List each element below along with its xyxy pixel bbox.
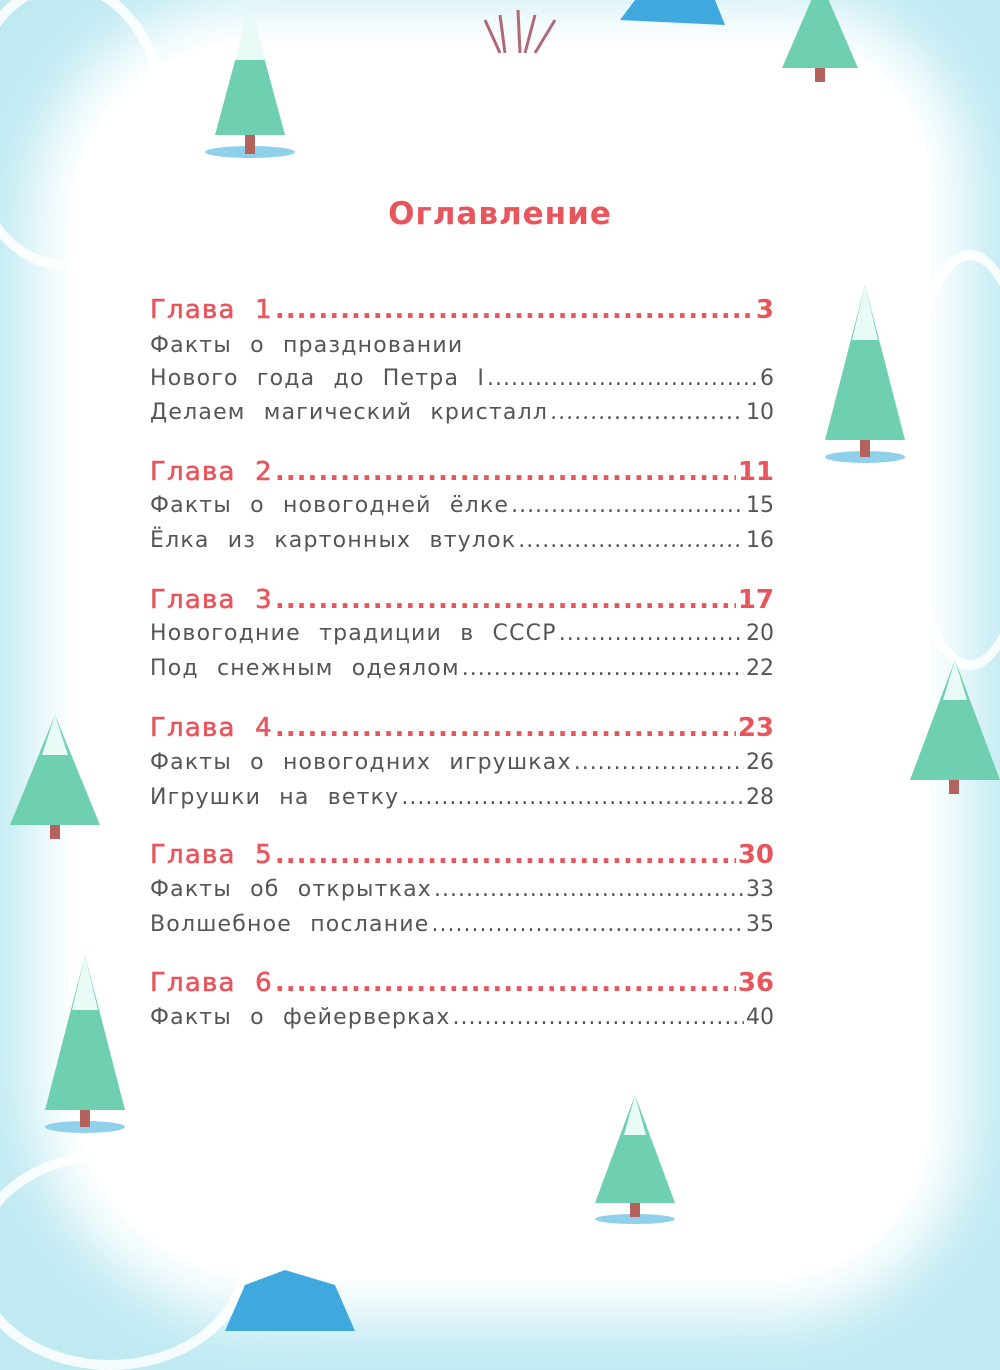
dot-leader (574, 750, 744, 775)
toc-entry[interactable]: Факты об открытках 33 (150, 877, 774, 902)
page-number: 28 (746, 785, 774, 810)
toc-entry[interactable]: Новогодние традиции в СССР 20 (150, 621, 774, 646)
toc-entry[interactable]: Делаем магический кристалл 10 (150, 400, 774, 425)
page-number: 23 (737, 713, 774, 743)
page-number: 30 (737, 840, 774, 870)
fir-tree-icon (910, 660, 1000, 794)
dot-leader (275, 840, 736, 870)
dot-leader (432, 912, 744, 937)
dot-leader (518, 528, 744, 553)
toc-entry[interactable]: Факты о новогодней ёлке 15 (150, 493, 774, 518)
chapter-heading[interactable]: Глава 6 36 (150, 968, 774, 999)
page-number: 40 (746, 1005, 774, 1030)
toc-entry-label: Факты о праздновании (150, 333, 464, 358)
dot-leader (275, 585, 736, 615)
toc-entry-label: Игрушки на ветку (150, 785, 400, 810)
page-number: 11 (737, 457, 774, 487)
toc-entry-label: Факты о новогодней ёлке (150, 493, 510, 518)
dot-leader (275, 968, 736, 998)
fir-tree-icon (782, 0, 858, 82)
dot-leader (275, 713, 736, 743)
page-number: 3 (755, 295, 774, 325)
chapter-heading[interactable]: Глава 5 30 (150, 840, 774, 871)
toc-entry-label: Нового года до Петра I (150, 366, 486, 391)
toc-entry-label: Делаем магический кристалл (150, 400, 549, 425)
toc-entry-label: Новогодние традиции в СССР (150, 621, 557, 646)
dot-leader (434, 877, 744, 902)
page-number: 36 (737, 968, 774, 998)
chapter-heading-label: Глава 3 (150, 585, 273, 616)
toc-entry[interactable]: Факты о новогодних игрушках 26 (150, 750, 774, 775)
dot-leader (453, 1005, 744, 1030)
snow-path-decoration (0, 0, 170, 270)
page-title: Оглавление (388, 196, 612, 232)
dot-leader (462, 656, 744, 681)
chapter-heading[interactable]: Глава 4 23 (150, 713, 774, 744)
chapter-heading-label: Глава 5 (150, 840, 273, 871)
toc-entry-label: Ёлка из картонных втулок (150, 528, 517, 553)
page-number: 22 (746, 656, 774, 681)
toc-entry[interactable]: Игрушки на ветку 28 (150, 785, 774, 810)
dot-leader (550, 400, 744, 425)
chapter-heading-label: Глава 2 (150, 457, 273, 488)
chapter-heading-label: Глава 1 (150, 295, 273, 326)
toc-entry-label: Факты об открытках (150, 877, 433, 902)
ice-crystal-icon (620, 0, 725, 25)
chapter-heading[interactable]: Глава 3 17 (150, 585, 774, 616)
toc-entry[interactable]: Под снежным одеялом 22 (150, 656, 774, 681)
toc-entry[interactable]: Ёлка из картонных втулок 16 (150, 528, 774, 553)
page-number: 26 (746, 750, 774, 775)
fir-tree-icon (825, 285, 905, 463)
page-number: 15 (746, 493, 774, 518)
bare-bush-icon (483, 9, 557, 54)
dot-leader (401, 785, 744, 810)
dot-leader (511, 493, 744, 518)
toc-entry[interactable]: Факты о праздновании (150, 333, 774, 358)
fir-tree-icon (45, 955, 125, 1133)
fir-tree-icon (10, 715, 100, 839)
dot-leader (559, 621, 744, 646)
dot-leader (275, 457, 736, 487)
toc-entry[interactable]: Факты о фейерверках 40 (150, 1005, 774, 1030)
page-number: 10 (746, 400, 774, 425)
dot-leader (487, 366, 758, 391)
page-number: 16 (746, 528, 774, 553)
page-number: 6 (760, 366, 774, 391)
toc-entry-label: Факты о новогодних игрушках (150, 750, 572, 775)
toc-entry[interactable]: Нового года до Петра I 6 (150, 366, 774, 391)
chapter-heading[interactable]: Глава 2 11 (150, 457, 774, 488)
toc-entry-label: Волшебное послание (150, 912, 430, 937)
fir-tree-icon (205, 5, 295, 158)
toc-entry-label: Под снежным одеялом (150, 656, 460, 681)
page-number: 35 (746, 912, 774, 937)
fir-tree-icon (595, 1095, 675, 1224)
ice-crystal-icon (225, 1270, 355, 1331)
chapter-heading-label: Глава 4 (150, 713, 273, 744)
chapter-heading[interactable]: Глава 1 3 (150, 295, 774, 326)
toc-entry[interactable]: Волшебное послание 35 (150, 912, 774, 937)
chapter-heading-label: Глава 6 (150, 968, 273, 999)
page-number: 20 (746, 621, 774, 646)
dot-leader (275, 295, 754, 325)
page-number: 33 (746, 877, 774, 902)
toc-entry-label: Факты о фейерверках (150, 1005, 451, 1030)
page-number: 17 (737, 585, 774, 615)
